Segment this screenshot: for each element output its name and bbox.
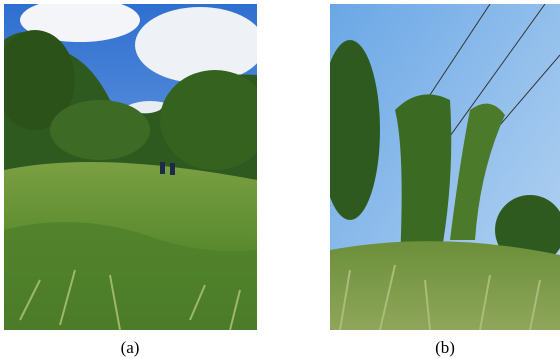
caption: (b) — [435, 338, 455, 357]
photo-a — [4, 4, 257, 330]
photo-b — [330, 4, 560, 330]
caption: (a) — [121, 338, 140, 357]
